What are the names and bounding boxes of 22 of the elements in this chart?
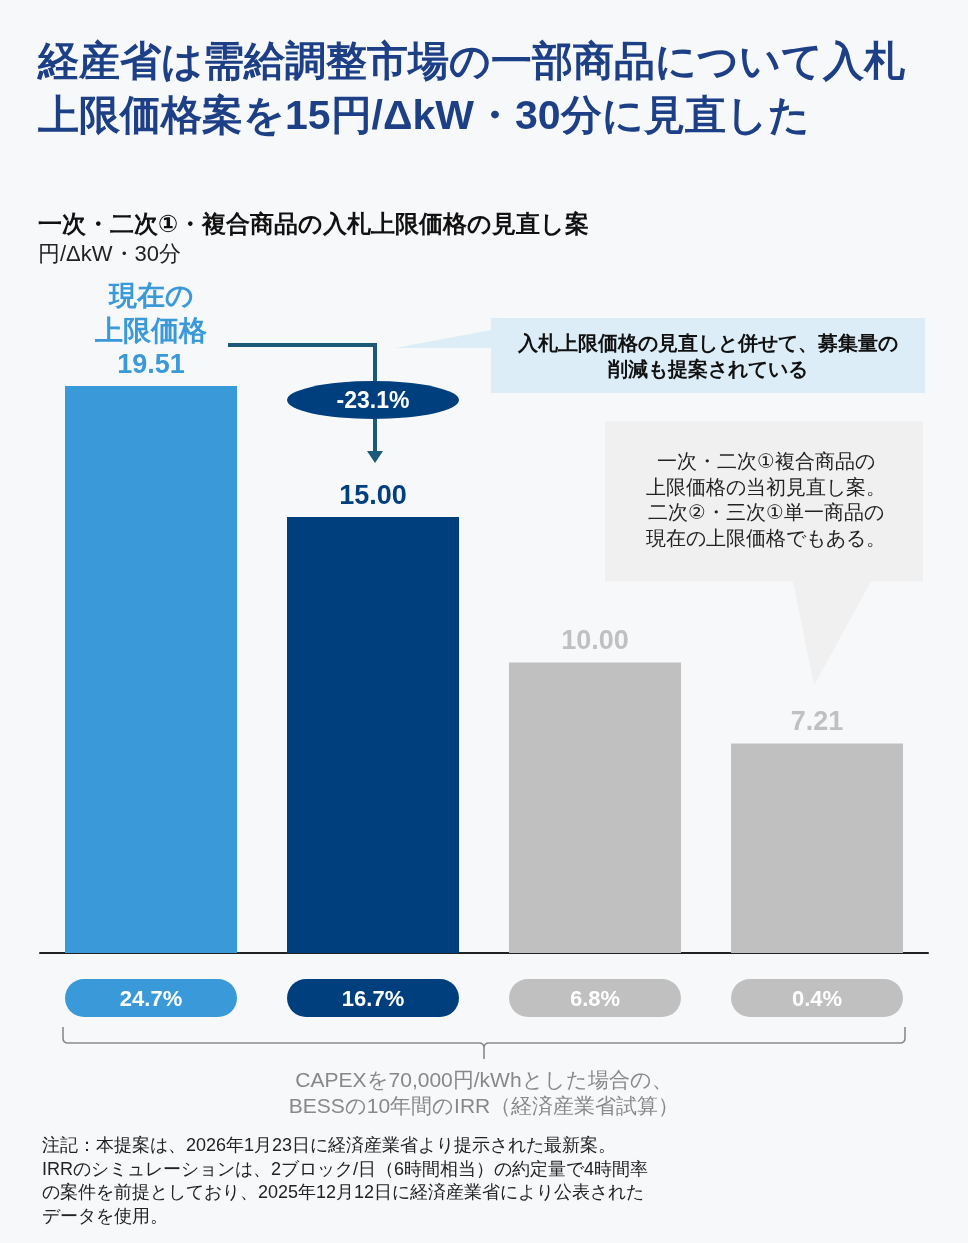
data-label: 10.00 [561, 624, 629, 655]
text: IRRのシミュレーションは、2ブロック/日（6時間相当）の約定量で4時間率の案件を前提としており、2025年12月12日に経済産業省により公表されたデータを使用。 [42, 1157, 650, 1228]
chart-title: 経産省は需給調整市場の一部商品について入札上限価格案を15円/ΔkW・30分に見直した [38, 37, 906, 140]
text: 入札上限価格の見直しと併せて、募集量の削減も提案されている [517, 331, 899, 382]
bar [731, 743, 903, 953]
bar [287, 517, 459, 953]
x-tick-label: 0.4% [791, 985, 843, 1011]
data-label: 7.21 [790, 705, 844, 736]
x-tick-label: 16.7% [341, 985, 405, 1011]
bar [65, 386, 237, 953]
bar [509, 662, 681, 953]
x-tick-label: 6.8% [569, 985, 621, 1011]
text: 円/ΔkW・30分 [38, 240, 182, 268]
annotation: 現在の上限価格 [94, 279, 208, 348]
annotation: 一次・二次①複合商品の上限価格の当初見直し案。二次②・三次①単一商品の現在の上限価格でもある。 [645, 449, 887, 551]
chart-subtitle: 一次・二次①・複合商品の入札上限価格の見直し案 [38, 209, 590, 239]
data-label: 19.51 [117, 348, 185, 379]
data-label: 15.00 [339, 479, 407, 510]
x-axis-title: CAPEXを70,000円/kWhとした場合の、BESSの10年間のIRR（経済産業省試算） [287, 1067, 681, 1119]
x-tick-label: 24.7% [119, 985, 183, 1011]
annotation: -23.1% [335, 386, 411, 415]
text: 注記：本提案は、2026年1月23日に経済産業省より提示された最新案。 [42, 1134, 618, 1157]
